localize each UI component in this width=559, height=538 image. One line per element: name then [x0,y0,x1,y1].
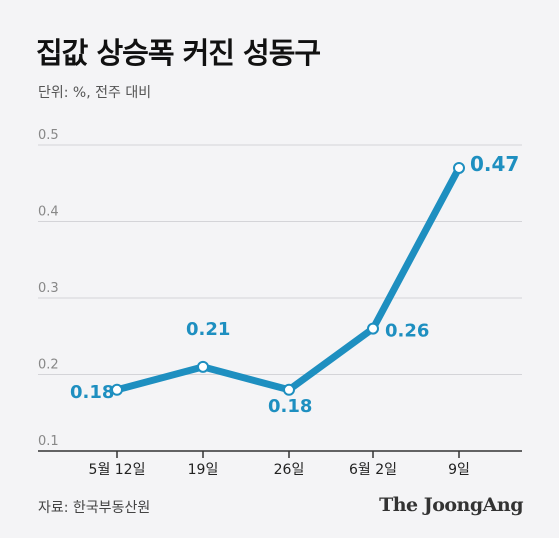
y-tick-label: 0.3 [38,281,59,296]
series-line-layer [113,164,463,394]
y-tick-label: 0.4 [38,205,59,220]
series-line [113,164,463,394]
data-labels: 0.18 0.21 0.18 0.26 0.47 [70,152,519,417]
y-tick-label: 0.2 [38,358,59,373]
y-tick-label: 0.5 [38,128,59,143]
x-tick-label: 5월 12일 [89,462,146,478]
data-label: 0.18 [268,396,312,417]
source-note: 자료: 한국부동산원 [38,500,151,516]
data-point [453,161,465,174]
brand-logo: The JoongAng [379,494,523,516]
data-points [111,161,465,396]
data-label: 0.26 [385,321,429,342]
x-tick-label: 9일 [448,462,470,478]
grid-layer: 0.1 0.2 0.3 0.4 0.5 [38,128,522,449]
x-tick-label: 19일 [188,462,219,478]
x-axis: 5월 12일 19일 26일 6월 2일 9일 [38,450,522,478]
x-tick-label: 6월 2일 [349,462,397,478]
data-point [367,322,379,335]
data-point [197,360,209,373]
unit-label: 단위: %, 전주 대비 [38,85,152,101]
data-label: 0.47 [470,152,519,176]
data-label: 0.21 [186,319,230,340]
chart-title: 집값 상승폭 커진 성동구 [36,36,321,70]
data-label: 0.18 [70,382,114,403]
y-tick-label: 0.1 [38,434,59,449]
data-point [283,383,295,396]
x-tick-label: 26일 [274,462,305,478]
data-point [111,383,123,396]
